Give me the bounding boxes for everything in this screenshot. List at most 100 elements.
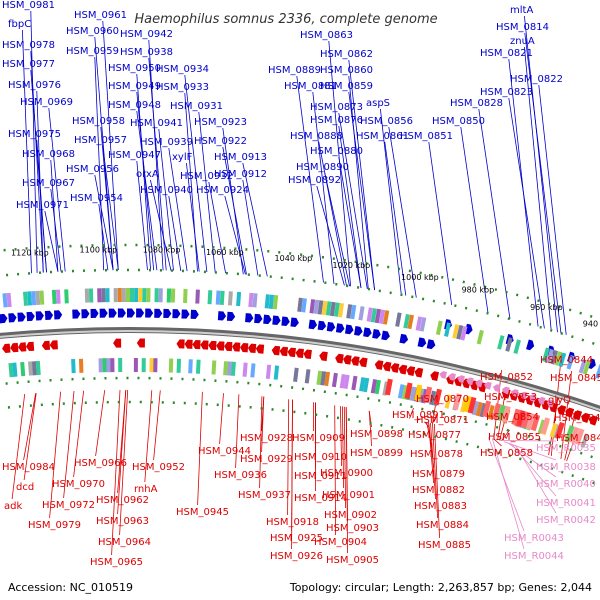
upper-gene-label: HSM_0978 — [2, 40, 55, 51]
rna-connector-line — [511, 443, 557, 497]
upper-gene-label: HSM_0888 — [290, 131, 343, 142]
upper-gene-label: HSM_0957 — [74, 135, 127, 146]
lower-gene-label: HSM_0879 — [412, 469, 465, 480]
forward-gene-arrow — [190, 309, 199, 319]
gene-block — [117, 287, 122, 303]
gene-block — [88, 288, 94, 303]
forward-gene-arrow — [35, 311, 44, 321]
reverse-gene-arrow — [41, 340, 51, 351]
forward-gene-arrow — [426, 339, 436, 350]
upper-gene-label: HSM_0949 — [108, 81, 161, 92]
lower-gene-label: HSM_0845 — [550, 373, 600, 384]
backbone-highlight — [0, 330, 600, 412]
lower-gene-label: HSM_0870 — [416, 394, 469, 405]
upper-connector-line — [44, 210, 59, 272]
lower-gene-label: HSM_0854 — [486, 412, 539, 423]
gene-block — [6, 292, 12, 308]
rna-gene-label: HSM_R0044 — [504, 551, 564, 562]
forward-gene-arrow — [90, 308, 99, 318]
lower-connector-line — [432, 412, 438, 424]
gene-block — [129, 287, 135, 303]
lower-gene-label: HSM_0909 — [292, 433, 345, 444]
lower-connector-line — [259, 396, 263, 489]
rna-gene-arrow — [493, 384, 501, 392]
rna-gene-label: HSM_R0043 — [504, 533, 564, 544]
gene-block — [97, 288, 102, 303]
gene-block — [146, 288, 151, 303]
gene-block — [505, 337, 513, 352]
lower-gene-label: HSM_0944 — [198, 446, 251, 457]
tick-label: 1080 kbp — [143, 245, 181, 254]
tick-ring — [0, 376, 600, 462]
upper-connector-line — [36, 139, 47, 273]
upper-gene-label: HSM_0913 — [214, 152, 267, 163]
gene-block — [462, 395, 472, 413]
lower-gene-label: HSM_0984 — [2, 462, 55, 473]
gene-block — [444, 322, 451, 337]
reverse-gene-arrow — [430, 371, 440, 382]
lower-connector-line — [493, 438, 502, 447]
lower-connector-line — [23, 393, 37, 481]
upper-connector-line — [148, 39, 164, 271]
tick-label: 1100 kbp — [80, 245, 118, 254]
forward-gene-arrow — [72, 309, 81, 319]
lower-connector-line — [432, 423, 438, 519]
gene-block — [325, 301, 332, 316]
gene-block — [359, 377, 366, 392]
gene-block — [264, 294, 270, 309]
lower-connector-line — [334, 405, 336, 536]
lower-connector-line — [63, 391, 75, 499]
reverse-gene-arrow — [224, 341, 233, 352]
gene-block — [170, 288, 176, 303]
upper-gene-label: HSM_0934 — [156, 64, 209, 75]
rna-gene-arrow — [439, 371, 447, 379]
gene-block — [39, 290, 45, 305]
label-connectors — [11, 10, 578, 556]
forward-gene-arrow — [172, 309, 181, 319]
forward-gene-arrow — [136, 308, 145, 318]
gene-block — [195, 359, 201, 374]
forward-gene-arrow — [17, 312, 26, 322]
forward-gene-arrow — [226, 311, 236, 322]
upper-connector-line — [224, 195, 246, 275]
tick-label: 980 kbp — [462, 285, 495, 294]
lower-gene-label: HSM_0929 — [240, 454, 293, 465]
gene-block — [195, 289, 200, 304]
gene-block — [142, 288, 147, 303]
gene-block — [409, 386, 417, 402]
lower-gene-label: adk — [4, 501, 22, 512]
upper-gene-label: HSM_0948 — [108, 100, 161, 111]
lower-gene-label: HSM_0928 — [240, 433, 293, 444]
gene-block — [98, 358, 103, 373]
gene-block — [304, 369, 311, 384]
upper-gene-label: HSM_0967 — [22, 178, 75, 189]
gene-block — [582, 360, 591, 375]
gene-block — [550, 350, 559, 365]
gene-block — [248, 292, 254, 308]
gene-block — [64, 289, 69, 304]
rna-connector-line — [514, 444, 557, 514]
gene-block — [84, 288, 90, 303]
gene-block — [183, 288, 188, 304]
lower-connector-line — [197, 391, 203, 506]
forward-gene-arrow — [290, 317, 299, 327]
lower-gene-label: HSM_0965 — [90, 557, 143, 568]
upper-connector-line — [94, 56, 105, 271]
gene-block — [496, 404, 506, 422]
gene-block — [227, 291, 233, 306]
reverse-gene-arrow — [351, 356, 360, 366]
forward-gene-arrow — [263, 314, 272, 325]
gene-block — [20, 361, 26, 377]
forward-gene-arrow — [217, 311, 227, 321]
gene-block — [110, 358, 115, 373]
upper-gene-label: HSM_0940 — [140, 185, 193, 196]
rna-gene-arrow — [484, 381, 492, 390]
lower-gene-label: HSM_0910 — [294, 452, 347, 463]
gene-block — [309, 299, 316, 314]
upper-gene-label: HSM_0828 — [450, 98, 503, 109]
gene-block — [516, 410, 526, 427]
forward-gene-arrow — [154, 308, 163, 318]
gene-block — [28, 361, 33, 376]
tick-label: 940 kbp — [583, 319, 600, 328]
gene-block — [301, 298, 307, 313]
